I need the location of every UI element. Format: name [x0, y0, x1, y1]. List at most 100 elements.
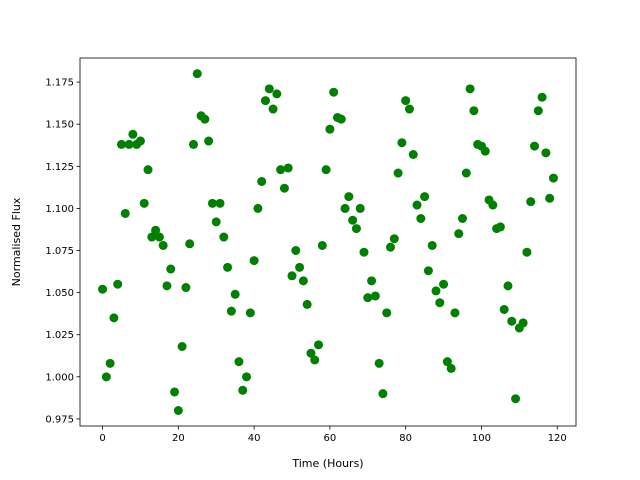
point	[279, 183, 289, 193]
point	[340, 203, 350, 213]
point	[113, 279, 123, 289]
point	[351, 224, 361, 234]
point	[166, 264, 176, 274]
point	[177, 342, 187, 352]
point	[386, 242, 396, 252]
point	[511, 394, 521, 404]
point	[223, 262, 233, 272]
point	[306, 348, 316, 358]
point	[291, 246, 301, 256]
point	[480, 146, 490, 156]
point	[314, 340, 324, 350]
point	[537, 92, 547, 102]
point	[545, 193, 555, 203]
point	[404, 104, 414, 114]
point	[370, 291, 380, 301]
point	[416, 214, 426, 224]
point	[348, 215, 358, 225]
point	[465, 84, 475, 94]
point	[439, 279, 449, 289]
point	[200, 114, 210, 124]
point	[321, 165, 331, 175]
point	[427, 240, 437, 250]
y-tick-label: 1.050	[45, 288, 74, 299]
point	[533, 106, 543, 116]
x-tick-label: 120	[548, 433, 567, 444]
point	[458, 214, 468, 224]
point	[461, 168, 471, 178]
point	[109, 313, 119, 323]
point	[295, 262, 305, 272]
point	[401, 96, 411, 106]
point	[336, 114, 346, 124]
point	[207, 198, 217, 208]
point	[181, 283, 191, 293]
point	[253, 203, 263, 213]
y-tick-label: 0.975	[45, 414, 74, 425]
point	[170, 387, 180, 397]
point	[192, 69, 202, 79]
point	[249, 256, 259, 266]
point	[260, 96, 270, 106]
point	[105, 358, 115, 368]
point	[503, 281, 513, 291]
point	[488, 200, 498, 210]
point	[151, 225, 161, 235]
point	[238, 385, 248, 395]
point	[446, 363, 456, 373]
point	[423, 266, 433, 276]
point	[355, 203, 365, 213]
plot-frame	[79, 57, 577, 427]
point	[389, 234, 399, 244]
point	[287, 271, 297, 281]
point	[397, 138, 407, 148]
point	[143, 165, 153, 175]
point	[329, 87, 339, 97]
y-tick-label: 1.150	[45, 120, 74, 131]
point	[135, 136, 145, 146]
point	[120, 208, 130, 218]
point	[234, 357, 244, 367]
point	[450, 308, 460, 318]
point	[204, 136, 214, 146]
point	[507, 316, 517, 326]
point	[230, 289, 240, 299]
x-tick-label: 0	[99, 433, 105, 444]
point	[185, 239, 195, 249]
x-tick-label: 80	[399, 433, 412, 444]
point	[495, 222, 505, 232]
point	[154, 232, 164, 242]
point	[393, 168, 403, 178]
y-axis-label: Normalised Flux	[10, 197, 23, 286]
point	[378, 389, 388, 399]
point	[412, 200, 422, 210]
point	[526, 197, 536, 207]
point	[344, 192, 354, 202]
point	[431, 286, 441, 296]
point	[128, 129, 138, 139]
point	[215, 198, 225, 208]
point	[548, 173, 558, 183]
point	[242, 372, 252, 382]
y-tick-label: 1.175	[45, 78, 74, 89]
y-tick-label: 1.075	[45, 246, 74, 257]
x-tick-label: 100	[472, 433, 491, 444]
x-axis-label: Time (Hours)	[291, 457, 363, 470]
point	[268, 104, 278, 114]
point	[298, 276, 308, 286]
point	[226, 306, 236, 316]
point	[408, 150, 418, 160]
y-tick-label: 1.000	[45, 372, 74, 383]
y-tick-label: 1.100	[45, 204, 74, 215]
point	[420, 192, 430, 202]
point	[188, 139, 198, 149]
point	[276, 165, 286, 175]
point	[469, 106, 479, 116]
point	[162, 281, 172, 291]
point	[530, 141, 540, 151]
point	[541, 148, 551, 158]
point	[147, 232, 157, 242]
point	[363, 293, 373, 303]
point	[499, 304, 509, 314]
